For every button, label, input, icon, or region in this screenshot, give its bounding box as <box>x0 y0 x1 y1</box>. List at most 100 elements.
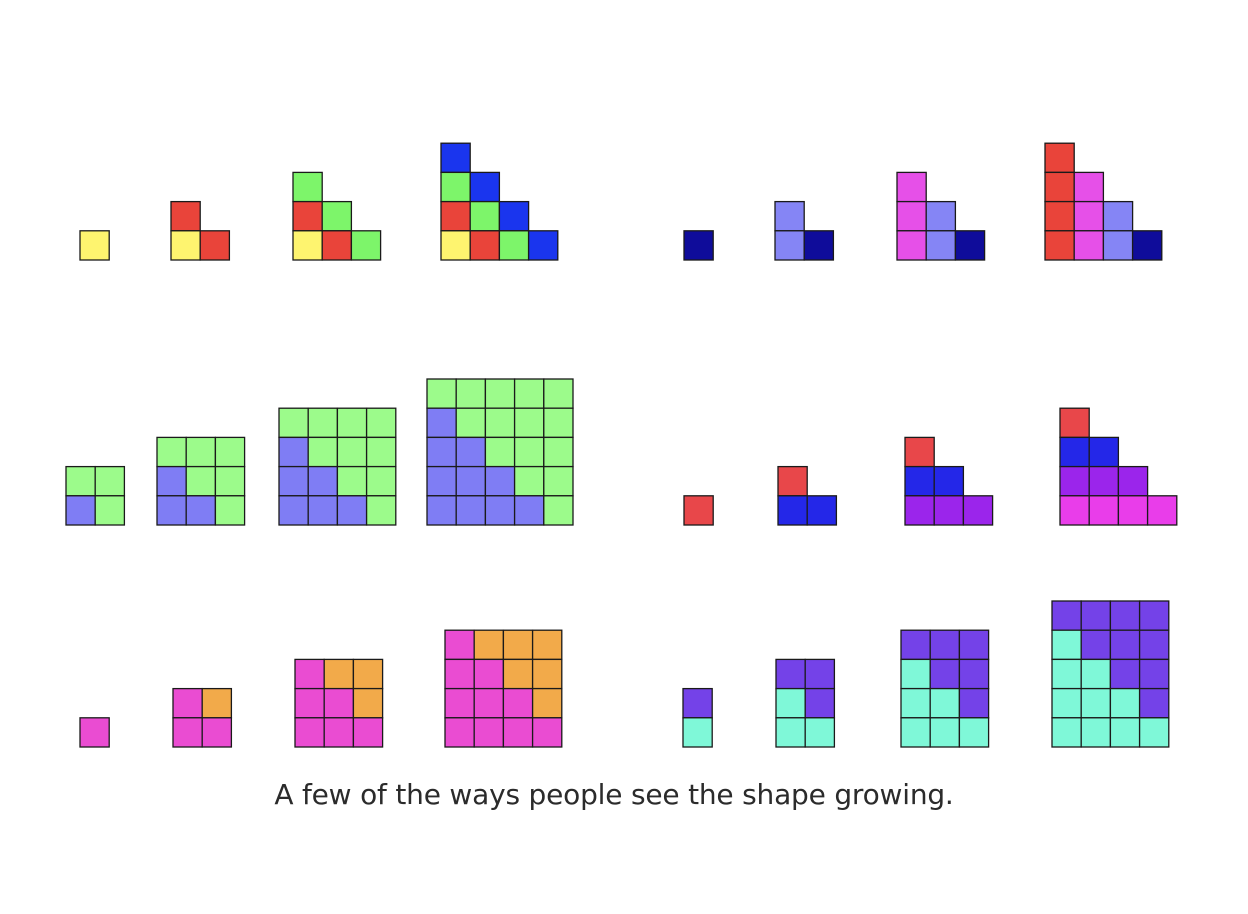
square-light-green <box>336 436 368 468</box>
stage-4 <box>1044 142 1163 261</box>
square-yellow <box>170 230 201 261</box>
square-periwinkle <box>774 230 805 261</box>
panel-rectangle-split <box>682 600 1170 748</box>
square-orange <box>323 658 355 690</box>
stage-4 <box>1051 600 1170 748</box>
square-aqua <box>1051 717 1082 748</box>
stage-2 <box>172 687 233 748</box>
square-navy <box>803 230 835 261</box>
stage-2 <box>774 200 835 261</box>
square-light-green <box>513 407 545 439</box>
square-slate-blue <box>426 407 457 439</box>
square-purple <box>958 658 990 690</box>
square-aqua <box>929 687 961 719</box>
square-pink <box>294 687 325 719</box>
square-green <box>321 200 353 232</box>
square-magenta <box>896 200 927 232</box>
square-purple <box>929 658 961 690</box>
stage-1 <box>682 687 713 748</box>
square-royal-blue <box>904 465 935 497</box>
stage-4 <box>1059 407 1178 526</box>
square-orange <box>201 687 233 719</box>
square-light-green <box>336 465 368 497</box>
square-light-green <box>185 436 217 468</box>
square-slate-blue <box>513 495 545 526</box>
square-purple <box>682 687 713 719</box>
square-aqua <box>1080 687 1112 719</box>
stage-4 <box>444 629 563 748</box>
stage-1 <box>683 230 714 261</box>
square-pink <box>323 687 355 719</box>
square-periwinkle <box>774 200 805 232</box>
square-slate-blue <box>307 495 339 526</box>
square-red <box>292 200 323 232</box>
square-red <box>1044 230 1075 261</box>
stage-2 <box>777 465 838 526</box>
stage-4 <box>426 378 574 526</box>
square-periwinkle <box>925 200 957 232</box>
square-aqua <box>1051 629 1082 661</box>
square-light-green <box>94 495 126 526</box>
square-violet <box>904 495 935 526</box>
square-red <box>1044 171 1075 203</box>
square-orange <box>502 629 534 661</box>
square-blue <box>440 142 471 174</box>
square-aqua <box>900 658 931 690</box>
panel-staircase-by-diagonals <box>79 142 559 261</box>
square-light-green <box>65 465 96 497</box>
square-red <box>170 200 201 232</box>
square-purple <box>1080 629 1112 661</box>
stage-2 <box>775 658 836 748</box>
square-light-green <box>426 378 457 409</box>
square-slate-blue <box>185 495 217 526</box>
square-aqua <box>775 687 806 719</box>
square-slate-blue <box>455 495 487 526</box>
square-light-green <box>185 465 217 497</box>
square-slate-blue <box>278 465 309 497</box>
square-slate-blue <box>426 465 457 497</box>
square-light-green <box>307 407 339 439</box>
square-aqua <box>775 717 806 748</box>
square-yellow <box>79 230 110 261</box>
square-violet <box>933 495 965 526</box>
panel-staircase-by-columns <box>683 142 1163 261</box>
square-pink <box>323 717 355 748</box>
square-pink <box>79 717 110 748</box>
square-pink <box>502 717 534 748</box>
square-royal-blue <box>933 465 965 497</box>
square-purple <box>1138 687 1170 719</box>
square-hot-pink <box>1146 495 1178 526</box>
figure-caption: A few of the ways people see the shape g… <box>274 778 954 811</box>
square-magenta <box>1073 200 1105 232</box>
square-violet <box>1117 465 1149 497</box>
square-hot-pink <box>1059 495 1090 526</box>
square-navy <box>954 230 986 261</box>
square-purple <box>1138 600 1170 631</box>
square-purple <box>1051 600 1082 631</box>
square-coral <box>904 436 935 468</box>
square-blue <box>527 230 559 261</box>
square-hot-pink <box>1088 495 1120 526</box>
stage-3 <box>900 629 990 748</box>
square-red <box>199 230 231 261</box>
square-magenta <box>1073 230 1105 261</box>
square-blue <box>469 171 501 203</box>
square-slate-blue <box>156 465 187 497</box>
panel-staircase-by-rows <box>683 407 1178 526</box>
square-red <box>440 200 471 232</box>
square-violet <box>1059 465 1090 497</box>
square-pink <box>294 717 325 748</box>
stage-1 <box>65 465 126 526</box>
stage-3 <box>896 171 986 261</box>
square-light-green <box>543 495 574 526</box>
square-green <box>350 230 382 261</box>
square-red <box>1044 200 1075 232</box>
stage-3 <box>292 171 382 261</box>
square-royal-blue <box>1059 436 1090 468</box>
square-red <box>321 230 353 261</box>
square-red <box>1044 142 1075 174</box>
square-light-green <box>214 495 246 526</box>
square-slate-blue <box>484 465 516 497</box>
square-slate-blue <box>455 465 487 497</box>
